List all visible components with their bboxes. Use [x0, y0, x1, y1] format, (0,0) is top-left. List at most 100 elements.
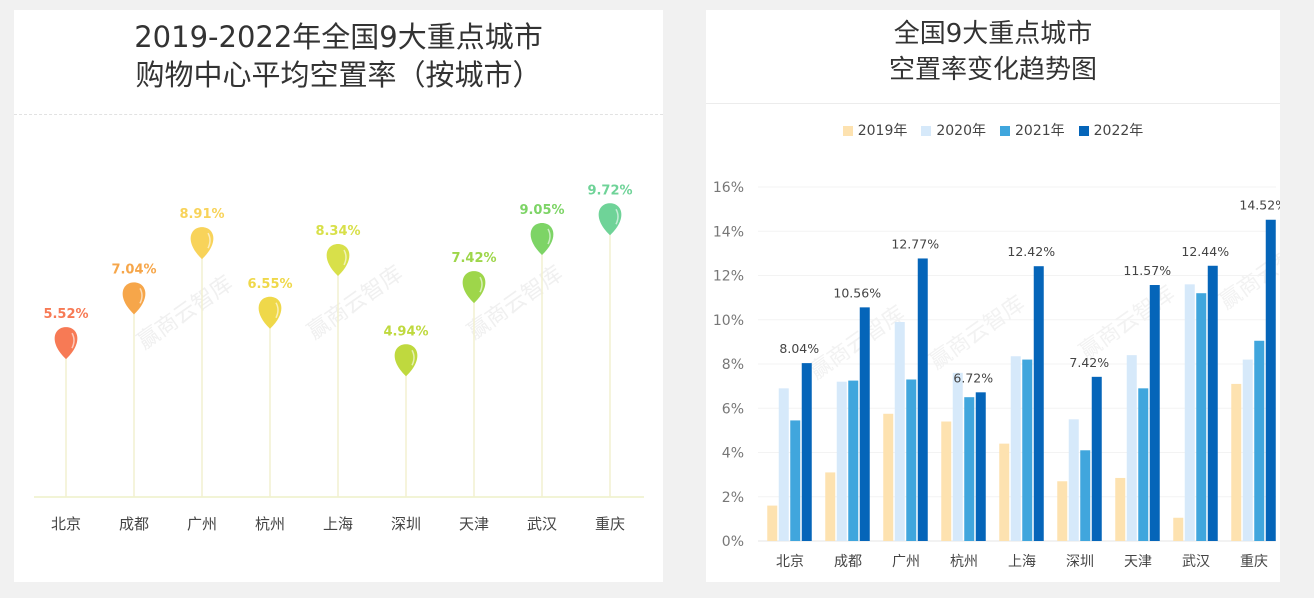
balloon-marker: [54, 327, 78, 360]
bar-2020年: [952, 372, 963, 541]
chart-legend: 2019年 2020年 2021年 2022年: [706, 120, 1280, 140]
balloon-marker: [394, 344, 418, 377]
balloon-highlight: [411, 349, 415, 366]
bar-2020年: [1068, 419, 1079, 541]
x-tick-label: 成都: [119, 515, 149, 533]
title-line-2: 空置率变化趋势图: [888, 55, 1097, 85]
legend-swatch: [1000, 126, 1010, 136]
x-tick-label: 上海: [1008, 554, 1036, 570]
data-label: 5.52%: [43, 307, 88, 322]
title-line-1: 2019-2022年全国9大重点城市: [134, 20, 543, 54]
bar-2022年: [1265, 219, 1276, 541]
x-tick-label: 武汉: [1182, 554, 1210, 570]
x-tick-label: 深圳: [1066, 554, 1094, 570]
y-tick-label: 4%: [722, 446, 744, 462]
data-label: 12.44%: [1181, 244, 1229, 259]
bar-2021年: [790, 420, 801, 541]
data-label: 7.42%: [1069, 355, 1109, 370]
data-label: 9.05%: [519, 203, 564, 218]
data-label: 7.42%: [451, 251, 496, 266]
x-tick-label: 重庆: [1240, 554, 1268, 570]
bar-2022年: [1207, 265, 1218, 541]
bar-2021年: [906, 379, 917, 541]
legend-label: 2020年: [936, 123, 986, 139]
data-label: 6.72%: [953, 370, 993, 385]
legend-item: 2022年: [1078, 120, 1144, 140]
y-tick-label: 0%: [722, 534, 744, 550]
balloon-marker: [530, 223, 554, 256]
data-label: 8.04%: [779, 341, 819, 356]
balloon-marker: [326, 243, 350, 276]
bar-2019年: [883, 413, 894, 541]
bar-2020年: [1184, 284, 1195, 541]
bar-2021年: [1080, 450, 1091, 541]
balloon-highlight: [207, 232, 211, 249]
data-label: 9.72%: [587, 183, 632, 198]
bar-2021年: [1196, 293, 1207, 541]
legend-label: 2022年: [1093, 123, 1144, 139]
lollipop-chart: 赢商云智库 赢商云智库 赢商云智库5.52%北京7.04%成都8.91%广州6.55…: [34, 183, 644, 533]
y-tick-label: 16%: [713, 180, 744, 196]
legend-swatch: [842, 126, 853, 136]
bar-2019年: [999, 443, 1010, 541]
balloon-highlight: [479, 276, 483, 293]
bar-2021年: [964, 397, 975, 541]
x-tick-label: 武汉: [527, 515, 557, 533]
legend-label: 2021年: [1015, 123, 1065, 139]
data-label: 11.57%: [1123, 263, 1171, 278]
bar-2019年: [941, 421, 952, 541]
bar-2021年: [1138, 388, 1149, 541]
balloon-marker: [122, 282, 146, 315]
legend-item: 2019年: [842, 120, 907, 140]
balloon-highlight: [275, 302, 279, 319]
bar-2019年: [1115, 477, 1126, 541]
y-tick-label: 8%: [722, 357, 744, 373]
legend-item: 2020年: [921, 120, 986, 140]
bar-2019年: [825, 472, 836, 541]
data-label: 8.91%: [179, 207, 224, 222]
x-tick-label: 成都: [834, 554, 862, 570]
title-line-1: 全国9大重点城市: [893, 19, 1093, 49]
bar-2020年: [778, 388, 789, 541]
data-label: 4.94%: [383, 324, 428, 339]
title-divider: [14, 114, 663, 115]
y-tick-label: 6%: [722, 401, 744, 417]
balloon-highlight: [139, 287, 143, 304]
bar-2022年: [859, 307, 870, 541]
x-tick-label: 广州: [187, 515, 217, 533]
watermark: 赢商云智库: [1075, 281, 1179, 365]
bar-2020年: [894, 321, 905, 541]
legend-swatch: [1078, 126, 1089, 136]
bar-2022年: [1149, 285, 1160, 541]
data-label: 14.52%: [1239, 198, 1280, 213]
title-line-2: 购物中心平均空置率（按城市）: [135, 58, 542, 92]
balloon-marker: [258, 296, 282, 329]
balloon-highlight: [615, 208, 619, 225]
x-tick-label: 杭州: [950, 554, 978, 570]
watermark: 赢商云智库: [805, 301, 909, 385]
y-tick-label: 2%: [722, 490, 744, 506]
bar-chart-panel: 全国9大重点城市 空置率变化趋势图 2019年 2020年 2021年 2022年 赢…: [706, 10, 1280, 582]
bar-2019年: [767, 505, 778, 541]
bar-chart: 赢商云智库 赢商云智库 赢商云智库赢商云智库0%2%4%6%8%10%12%14%1…: [713, 180, 1280, 570]
x-tick-label: 北京: [51, 515, 81, 533]
bar-2022年: [1033, 266, 1044, 541]
x-tick-label: 天津: [459, 515, 489, 533]
balloon-highlight: [71, 332, 75, 349]
bar-2022年: [917, 258, 928, 541]
bar-2021年: [1022, 359, 1033, 541]
data-label: 7.04%: [111, 262, 156, 277]
bar-2021年: [1254, 340, 1265, 541]
bar-2022年: [801, 363, 812, 541]
data-label: 10.56%: [833, 285, 881, 300]
bar-2020年: [836, 381, 847, 541]
balloon-highlight: [343, 249, 347, 266]
bar-2022年: [1091, 376, 1102, 541]
data-label: 12.42%: [1007, 244, 1055, 259]
y-tick-label: 12%: [713, 269, 744, 285]
x-tick-label: 深圳: [391, 515, 421, 533]
bar-2019年: [1057, 481, 1068, 541]
balloon-marker: [598, 203, 622, 236]
bar-2020年: [1010, 356, 1021, 541]
data-label: 12.77%: [891, 236, 939, 251]
